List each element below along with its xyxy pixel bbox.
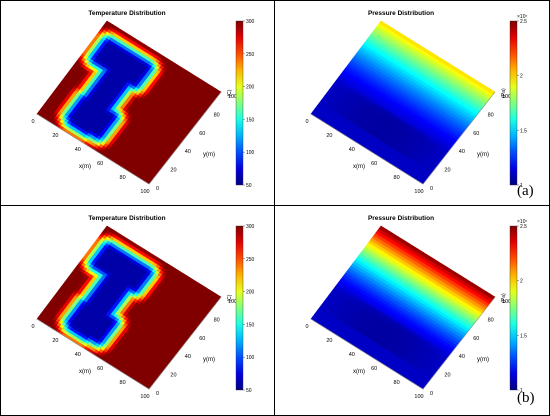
y-axis-line	[148, 91, 222, 185]
x-tick-label: 20	[326, 133, 332, 139]
y-axis-line	[422, 91, 496, 185]
y-axis-label: y(m)	[203, 357, 215, 363]
x-tick-label: 80	[120, 380, 126, 386]
colorbar-tick-label: 100	[246, 150, 255, 156]
x-axis-line	[36, 318, 150, 390]
y-axis-label: y(m)	[477, 152, 489, 158]
x-tick-label: 0	[31, 324, 34, 330]
colorbar-tick-label: 300	[246, 224, 255, 230]
chart-title: Pressure Distribution	[368, 10, 434, 17]
colorbar-label: (Pa)	[501, 88, 507, 98]
y-tick-label: 100	[228, 94, 237, 100]
x-tick-label: 0	[31, 119, 34, 125]
colorbar-tick-label: 250	[246, 52, 255, 58]
colorbar-tick-label: 100	[246, 355, 255, 361]
colorbar-tick-label: 150	[246, 322, 255, 328]
heatmap-surface	[36, 20, 222, 185]
border-top	[0, 0, 550, 1]
x-tick-label: 60	[97, 366, 103, 372]
x-axis-line	[36, 113, 150, 185]
x-tick-label: 60	[97, 161, 103, 167]
colorbar-tick-label: 1.5	[520, 128, 527, 134]
y-axis-line	[148, 296, 222, 390]
panel-b-temperature: 0 20 40 60 80 100 0 20 40 60 80 100 x(m) y(m) Temperat…	[1, 206, 274, 415]
x-tick-label: 20	[52, 133, 58, 139]
divider-vertical	[274, 0, 275, 416]
y-tick-label: 20	[170, 373, 176, 379]
x-tick-label: 20	[52, 338, 58, 344]
x-axis-line	[310, 113, 424, 185]
x-tick-label: 80	[120, 175, 126, 181]
y-tick-label: 80	[214, 112, 220, 118]
heatmap-surface	[310, 20, 496, 185]
y-tick-label: 40	[185, 149, 191, 155]
x-tick-label: 60	[371, 161, 377, 167]
colorbar-tick-label: 1	[520, 183, 523, 189]
x-tick-label: 0	[305, 119, 308, 125]
heatmap-surface	[36, 225, 222, 390]
x-tick-label: 40	[75, 147, 81, 153]
y-tick-label: 60	[199, 336, 205, 342]
colorbar-tick-label: 2.5	[520, 19, 527, 25]
y-tick-label: 100	[502, 94, 511, 100]
x-tick-label: 40	[75, 352, 81, 358]
colorbar-tick-label: 250	[246, 257, 255, 263]
y-tick-label: 60	[473, 131, 479, 137]
colorbar	[235, 225, 244, 391]
y-tick-label: 0	[156, 186, 159, 192]
colorbar-label: (C)	[227, 294, 233, 301]
colorbar	[509, 20, 518, 186]
y-tick-label: 100	[228, 299, 237, 305]
y-tick-label: 0	[430, 186, 433, 192]
chart-svg: 0 20 40 60 80 100 0 20 40 60 80 100 x(m) y(m) Pressure…	[305, 10, 527, 195]
heatmap-surface	[310, 225, 496, 390]
x-axis-label: x(m)	[353, 164, 365, 170]
colorbar-tick-label: 300	[246, 19, 255, 25]
colorbar-tick-label: 200	[246, 290, 255, 296]
y-tick-label: 40	[459, 149, 465, 155]
chart-svg: 0 20 40 60 80 100 0 20 40 60 80 100 x(m) y(m) Temperat…	[31, 215, 255, 400]
colorbar-tick-label: 50	[246, 183, 252, 189]
x-axis-label: x(m)	[79, 369, 91, 375]
y-tick-label: 0	[156, 391, 159, 397]
y-tick-label: 20	[444, 168, 450, 174]
x-tick-label: 100	[414, 189, 423, 195]
chart-title: Temperature Distribution	[88, 10, 165, 17]
x-tick-label: 100	[140, 394, 149, 400]
colorbar-exponent: ×10⁷	[517, 14, 527, 20]
y-tick-label: 60	[199, 131, 205, 137]
colorbar-tick-label: 200	[246, 85, 255, 91]
chart-svg: 0 20 40 60 80 100 0 20 40 60 80 100 x(m) y(m) Temperat…	[31, 10, 255, 195]
colorbar-tick-label: 150	[246, 117, 255, 123]
y-tick-label: 80	[488, 112, 494, 118]
colorbar-label: (C)	[227, 89, 233, 96]
x-tick-label: 40	[349, 147, 355, 153]
y-tick-label: 20	[170, 168, 176, 174]
y-tick-label: 40	[185, 354, 191, 360]
divider-horizontal	[0, 205, 550, 206]
x-tick-label: 100	[140, 189, 149, 195]
colorbar	[235, 20, 244, 186]
x-tick-label: 80	[394, 175, 400, 181]
panel-b-pressure: 0 20 40 60 80 100 0 20 40 60 80 100 x(m) y(m) Pressure…	[275, 206, 549, 415]
x-axis-label: x(m)	[79, 164, 91, 170]
colorbar-tick-label: 2	[520, 74, 523, 80]
colorbar-tick-label: 50	[246, 388, 252, 394]
panel-a-temperature: 0 20 40 60 80 100 0 20 40 60 80 100 x(m) y(m) Temperat…	[1, 1, 274, 205]
panel-a-pressure: 0 20 40 60 80 100 0 20 40 60 80 100 x(m) y(m) Pressure…	[275, 1, 549, 205]
y-axis-label: y(m)	[203, 152, 215, 158]
chart-title: Temperature Distribution	[88, 215, 165, 222]
y-tick-label: 80	[214, 317, 220, 323]
border-left	[0, 0, 1, 416]
